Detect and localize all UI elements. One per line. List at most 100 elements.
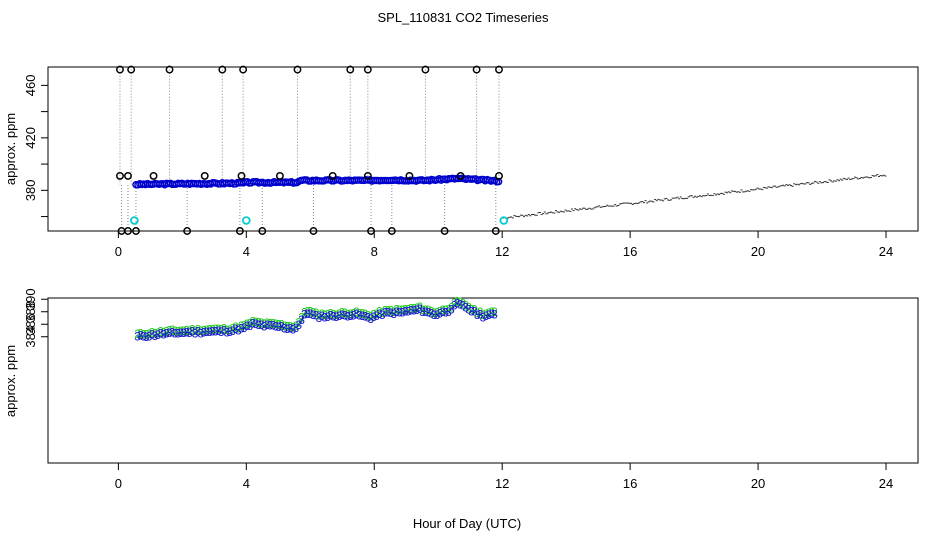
series-3-marker: 3 [434,308,441,322]
mid-outlier-point [363,171,372,180]
series-3-marker: 3 [405,305,412,319]
series-2-marker: 2 [149,326,156,340]
series-3-marker: 3 [154,328,161,342]
series-2-marker: 2 [221,321,228,335]
series-3-marker: 3 [396,305,403,319]
series-3-marker: 3 [166,326,173,340]
series-3-marker: 3 [183,326,190,340]
series-2-marker: 2 [238,319,245,333]
high-outlier-point [116,65,124,74]
series-3-marker: 3 [451,298,458,312]
series-2-marker: 2 [339,306,346,320]
series-3-marker: 3 [246,319,253,333]
series-2-marker: 2 [235,321,242,335]
series-2-marker: 2 [183,323,190,337]
series-2-marker: 2 [169,323,176,337]
series-2-marker: 2 [163,325,170,339]
series-2-marker: 2 [137,326,144,340]
series-3-marker: 3 [223,325,230,339]
mid-outlier-point [456,171,465,180]
series-2-marker: 2 [301,306,308,320]
mid-outlier-point [495,171,503,180]
series-2-marker: 2 [298,311,305,325]
series-3-marker: 3 [333,310,340,324]
series-2-marker: 2 [460,296,467,310]
bottom-x-tick-label: 12 [495,476,509,491]
series-3-marker: 3 [180,326,187,340]
series-3-marker: 3 [321,310,328,324]
top-tail-series [502,174,887,220]
series-3-marker: 3 [491,307,498,321]
mid-outlier-point [275,171,284,180]
series-3-marker: 3 [356,309,363,323]
series-3-marker: 3 [301,308,308,322]
series-2-marker: 2 [399,303,406,317]
bottom-x-axis: 0 4 8 12 16 20 24 [115,463,893,491]
series-3-marker: 3 [221,324,228,338]
series-3-marker: 3 [402,305,409,319]
series-2-marker: 2 [419,303,426,317]
series-2-marker: 2 [422,303,429,317]
mid-outlier-point [149,171,158,180]
low-outlier-point [309,227,318,235]
series-3-marker: 3 [460,299,467,313]
low-outlier-point [491,227,500,235]
series-2-marker: 2 [272,317,279,331]
series-3-marker: 3 [134,329,141,343]
top-x-tick-label: 16 [623,244,637,259]
series-3-marker: 3 [160,328,167,342]
low-outlier-point [183,227,192,235]
top-y-tick-label: 460 [23,75,38,97]
series-2-marker: 2 [252,315,259,329]
series-2-marker: 2 [341,306,348,320]
series-2-marker: 2 [203,323,210,337]
series-2-marker: 2 [209,322,216,336]
series-3-marker: 3 [411,303,418,317]
series-2-marker: 2 [488,305,495,319]
series-2-marker: 2 [362,307,369,321]
series-2-marker: 2 [439,303,446,317]
series-2-marker: 2 [448,300,455,314]
series-3-marker: 3 [353,307,360,321]
low-outlier-point [235,227,244,235]
series-3-marker: 3 [206,325,213,339]
high-outlier-point [218,65,227,74]
top-x-axis: 0 4 8 12 16 20 24 [115,231,893,259]
series-3-marker: 3 [215,324,222,338]
series-3-marker: 3 [416,302,423,316]
series-2-marker: 2 [353,305,360,319]
bottom-x-tick-label: 4 [243,476,250,491]
series-3-marker: 3 [454,296,461,310]
series-3-marker: 3 [275,320,282,334]
series-3-marker: 3 [249,317,256,331]
series-3-marker: 3 [439,305,446,319]
series-3-marker: 3 [445,305,452,319]
series-2-marker: 2 [175,324,182,338]
bottom-x-tick-label: 0 [115,476,122,491]
series-2-marker: 2 [166,324,173,338]
series-3-marker: 3 [359,309,366,323]
series-2-marker: 2 [379,306,386,320]
series-3-marker: 3 [177,326,184,340]
series-3-marker: 3 [462,301,469,315]
series-2-marker: 2 [367,310,374,324]
series-2-marker: 2 [350,306,357,320]
mid-outlier-point [124,171,132,180]
series-2-marker: 2 [172,324,179,338]
series-2-marker: 2 [157,325,164,339]
series-3-marker: 3 [200,326,207,340]
series-2-marker: 2 [465,300,472,314]
series-2-marker: 2 [396,303,403,317]
series-3-marker: 3 [284,322,291,336]
series-2-marker: 2 [267,316,274,330]
series-2-marker: 2 [330,307,337,321]
top-x-tick-label: 12 [495,244,509,259]
series-2-marker: 2 [471,302,478,316]
series-3-marker: 3 [198,326,205,340]
series-3-marker: 3 [255,318,262,332]
mid-outlier-point [116,171,124,180]
top-y-tick-label: 420 [23,127,38,149]
series-2-marker: 2 [304,305,311,319]
series-3-marker: 3 [367,312,374,326]
series-3-marker: 3 [278,320,285,334]
